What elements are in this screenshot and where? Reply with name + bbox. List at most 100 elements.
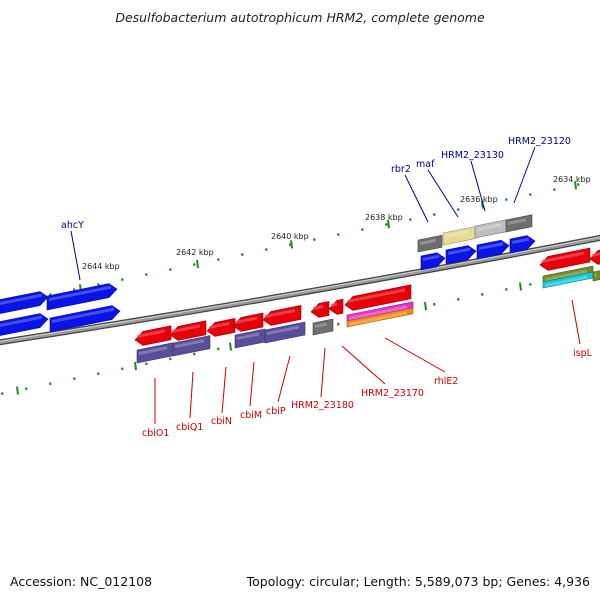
cog-block: [234, 328, 266, 349]
reverse-gene-label: cbiN: [211, 416, 232, 427]
minor-tick: [192, 352, 196, 356]
cog-block-body: [312, 318, 334, 336]
reverse-leader-line: [249, 361, 255, 407]
forward-leader-line: [470, 160, 486, 212]
scale-label: 2634 kbp: [553, 175, 591, 184]
minor-tick: [96, 283, 100, 287]
reverse-gene: [134, 325, 172, 346]
scale-label: 2640 kbp: [271, 232, 309, 241]
accession-text: Accession: NC_012108: [10, 574, 153, 589]
cog-block-shine: [267, 325, 299, 335]
label-leader-lines: [70, 146, 581, 424]
gene-features: [0, 214, 600, 364]
major-tick: [290, 240, 293, 249]
forward-gene: [46, 283, 118, 311]
forward-gene: [445, 245, 477, 265]
reverse-gene-label: ispL: [573, 348, 593, 359]
genome-summary-text: Topology: circular; Length: 5,589,073 bp…: [246, 574, 590, 589]
cog-block: [474, 219, 508, 239]
genome-backbone: [0, 234, 600, 346]
minor-tick: [576, 183, 580, 187]
reverse-gene-shine: [313, 305, 323, 310]
minor-tick: [264, 248, 268, 252]
minor-tick: [504, 287, 508, 291]
reverse-gene-label: HRM2_23180: [291, 400, 354, 411]
forward-leader-line: [427, 169, 459, 218]
cog-block-shine: [595, 273, 597, 277]
scale-label: 2638 kbp: [365, 213, 403, 222]
forward-gene: [420, 252, 446, 271]
reverse-gene-shine: [542, 251, 584, 263]
minor-tick: [552, 188, 556, 192]
minor-tick: [96, 372, 100, 376]
forward-gene-label: maf: [416, 159, 435, 170]
reverse-gene: [539, 247, 591, 271]
reverse-leader-line: [384, 337, 446, 373]
minor-tick: [528, 193, 532, 197]
kbp-tick-marks: [0, 181, 580, 396]
forward-gene-label: ahcY: [61, 220, 84, 231]
minor-tick: [144, 362, 148, 366]
cog-block-shine: [237, 332, 259, 340]
scale-label: 2642 kbp: [176, 248, 214, 257]
reverse-gene-shine: [172, 324, 200, 333]
reverse-gene-shine: [347, 288, 405, 303]
reverse-gene-label: cbiM: [240, 410, 262, 421]
minor-tick: [456, 208, 460, 212]
reverse-gene-label: rhlE2: [434, 376, 458, 387]
minor-tick: [480, 292, 484, 296]
cog-block: [417, 234, 443, 253]
forward-gene: [509, 235, 536, 254]
reverse-gene: [262, 305, 302, 326]
reverse-gene: [310, 301, 330, 318]
minor-tick: [336, 322, 340, 326]
cog-block-shine: [175, 339, 204, 348]
major-tick: [519, 282, 522, 291]
forward-gene: [0, 313, 49, 336]
forward-gene: [49, 305, 121, 333]
reverse-gene-shine: [209, 322, 229, 329]
scale-label: 2636 kbp: [460, 195, 498, 204]
reverse-gene-label: HRM2_23170: [361, 388, 424, 399]
forward-gene-shine: [0, 293, 42, 305]
map-labels: 2644 kbp 2642 kbp 2640 kbp 2638 kbp 2636 kbp…: [61, 136, 593, 439]
reverse-gene: [169, 320, 207, 341]
cog-block-shine: [477, 223, 501, 231]
minor-tick: [432, 213, 436, 217]
minor-tick: [504, 198, 508, 202]
forward-gene-shine: [0, 315, 42, 327]
forward-leader-line: [70, 230, 81, 281]
forward-gene: [0, 291, 49, 314]
forward-gene-label: HRM2_23120: [508, 136, 571, 147]
reverse-leader-line: [571, 299, 581, 345]
minor-tick: [192, 263, 196, 267]
minor-tick: [312, 238, 316, 242]
reverse-gene-shine: [592, 252, 600, 257]
major-tick: [574, 181, 577, 190]
minor-tick: [72, 377, 76, 381]
forward-gene-shine: [423, 254, 439, 261]
reverse-gene: [232, 312, 264, 332]
major-tick: [229, 342, 232, 351]
forward-leader-line: [404, 174, 429, 223]
minor-tick: [432, 302, 436, 306]
scale-label: 2644 kbp: [82, 262, 120, 271]
reverse-leader-line: [320, 347, 326, 398]
minor-tick: [120, 367, 124, 371]
minor-tick: [528, 282, 532, 286]
cog-block-shine: [315, 322, 327, 328]
reverse-gene-label: cbiP: [266, 406, 286, 417]
minor-tick: [384, 223, 388, 227]
cog-block-shine: [545, 269, 587, 281]
reverse-gene-body: [310, 301, 330, 318]
minor-tick: [168, 357, 172, 361]
minor-tick: [0, 392, 4, 396]
reverse-leader-line: [341, 345, 386, 385]
reverse-gene-label: cbiQ1: [176, 422, 203, 433]
cog-block-shine: [508, 218, 526, 225]
forward-gene-shine: [479, 242, 503, 250]
reverse-gene: [328, 298, 344, 315]
reverse-gene: [589, 249, 600, 265]
reverse-gene-label: cbiO1: [142, 428, 169, 439]
